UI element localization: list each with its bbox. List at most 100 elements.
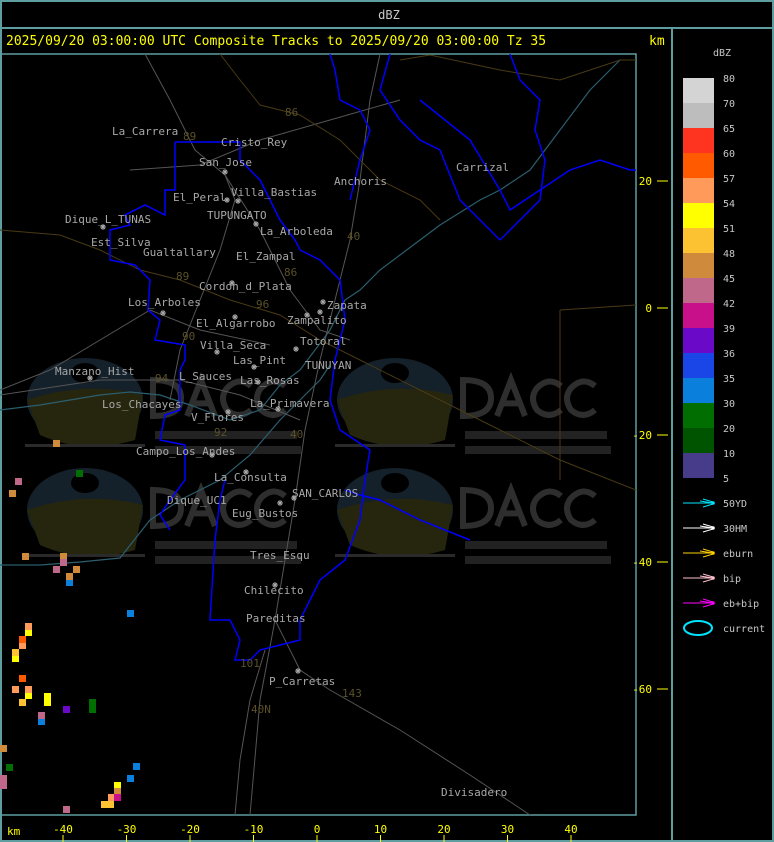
- town-marker-icon: [272, 582, 278, 588]
- radar-cell[interactable]: [89, 699, 96, 713]
- town-label: Divisadero: [441, 786, 507, 799]
- town-label: Zapata: [327, 299, 367, 312]
- radar-cell[interactable]: [19, 699, 26, 706]
- radar-cell[interactable]: [60, 553, 67, 559]
- radar-cell[interactable]: [25, 686, 32, 693]
- radar-cell[interactable]: [63, 806, 70, 813]
- radar-cell[interactable]: [73, 566, 80, 573]
- radar-cell[interactable]: [19, 675, 26, 682]
- legend-color-39: [683, 328, 714, 353]
- legend-label: 51: [723, 224, 735, 235]
- radar-cell[interactable]: [114, 788, 121, 794]
- radar-cell[interactable]: [25, 623, 32, 630]
- track-arrow-icon: [683, 523, 714, 533]
- roads: [0, 53, 531, 816]
- rivers: [0, 59, 621, 566]
- town-marker-icon: [235, 198, 241, 204]
- radar-cell[interactable]: [66, 573, 73, 580]
- track-arrow-head-icon: [711, 501, 715, 505]
- radar-cell[interactable]: [25, 693, 32, 699]
- y-tick-label: -60: [632, 683, 652, 696]
- town-label: Dique_L_TUNAS: [65, 213, 151, 226]
- town-label: Carrizal: [456, 161, 509, 174]
- radar-cell[interactable]: [0, 775, 7, 789]
- x-tick-label: -10: [244, 823, 264, 836]
- x-tick-label: 10: [374, 823, 387, 836]
- legend-color-57: [683, 178, 714, 203]
- radar-cell[interactable]: [19, 636, 26, 643]
- town-marker-icon: [160, 310, 166, 316]
- radar-cells: [0, 440, 140, 813]
- legend-color-45: [683, 278, 714, 303]
- track-arrow-head-icon: [711, 576, 715, 580]
- legend-label: 65: [723, 124, 735, 135]
- legend-color-30: [683, 403, 714, 428]
- town-label: Los_Arboles: [128, 296, 201, 309]
- provincial-routes: [0, 53, 637, 491]
- town-marker-icon: [209, 452, 215, 458]
- track-legend-label: current: [723, 624, 765, 635]
- radar-cell[interactable]: [12, 649, 19, 656]
- route-number: 96: [256, 298, 269, 311]
- dacc-logo-lettering: [460, 371, 597, 420]
- track-arrow-head-icon: [711, 526, 715, 530]
- legend-color-42: [683, 303, 714, 328]
- town-label: Dique_UC1: [167, 494, 227, 507]
- radar-cell[interactable]: [114, 782, 121, 789]
- radar-cell[interactable]: [60, 559, 67, 566]
- radar-cell[interactable]: [108, 794, 114, 801]
- radar-cell[interactable]: [101, 801, 114, 808]
- legend-color-48: [683, 253, 714, 278]
- radar-cell[interactable]: [22, 553, 29, 560]
- legend-color-60: [683, 153, 714, 178]
- dacc-logo: [335, 468, 611, 564]
- legend-label: 42: [723, 299, 735, 310]
- radar-cell[interactable]: [38, 719, 45, 725]
- x-axis-unit: km: [7, 825, 21, 838]
- radar-cell[interactable]: [25, 630, 32, 636]
- radar-cell[interactable]: [19, 643, 26, 649]
- radar-cell[interactable]: [127, 775, 134, 782]
- radar-cell[interactable]: [38, 712, 45, 719]
- town-label: Est_Silva: [91, 236, 151, 249]
- town-label: El_Algarrobo: [196, 317, 275, 330]
- dacc-logo-line2: [465, 556, 611, 564]
- radar-cell[interactable]: [114, 794, 121, 801]
- legend: dBZ 80 70 65 60 57 54 51 48 45 42 39 36 35 30 20 10 5 50YD…: [683, 48, 765, 636]
- y-tick-label: -20: [632, 429, 652, 442]
- radar-cell[interactable]: [12, 686, 19, 693]
- track-arrow-icon: [683, 498, 714, 508]
- dacc-logo-line1: [155, 431, 297, 439]
- radar-cell[interactable]: [9, 490, 16, 497]
- radar-cell[interactable]: [66, 580, 73, 586]
- radar-cell[interactable]: [133, 763, 140, 770]
- radar-cell[interactable]: [0, 745, 7, 752]
- town-marker-icon: [304, 312, 310, 318]
- town-label: SAN_CARLOS: [292, 487, 358, 500]
- radar-cell[interactable]: [53, 440, 60, 447]
- dacc-logo-line2: [155, 446, 301, 454]
- radar-cell[interactable]: [12, 656, 19, 662]
- town-marker-icon: [224, 197, 230, 203]
- radar-cell[interactable]: [63, 706, 70, 713]
- radar-cell[interactable]: [76, 470, 83, 477]
- dacc-logo-url: [25, 444, 145, 447]
- y-axis-unit: km: [649, 34, 665, 49]
- radar-cell[interactable]: [44, 693, 51, 706]
- axes: 20 0 -20 -40 -60 -40 -30 -20 -10 0 10 20 30 40 km: [7, 175, 668, 842]
- radar-cell[interactable]: [6, 764, 13, 771]
- legend-label: 36: [723, 349, 735, 360]
- department-boundaries: [109, 53, 636, 661]
- radar-cell[interactable]: [53, 566, 60, 573]
- town-label: Gualtallary: [143, 246, 216, 259]
- dacc-logo-lettering: [460, 481, 597, 530]
- legend-label: 5: [723, 474, 729, 485]
- dacc-logo-url: [335, 554, 455, 557]
- town-label: La_Primavera: [250, 397, 329, 410]
- radar-cell[interactable]: [127, 610, 134, 617]
- route-number: 92: [214, 426, 227, 439]
- route-number: 40N: [251, 703, 271, 716]
- radar-cell[interactable]: [15, 478, 22, 485]
- route-number: 86: [284, 266, 297, 279]
